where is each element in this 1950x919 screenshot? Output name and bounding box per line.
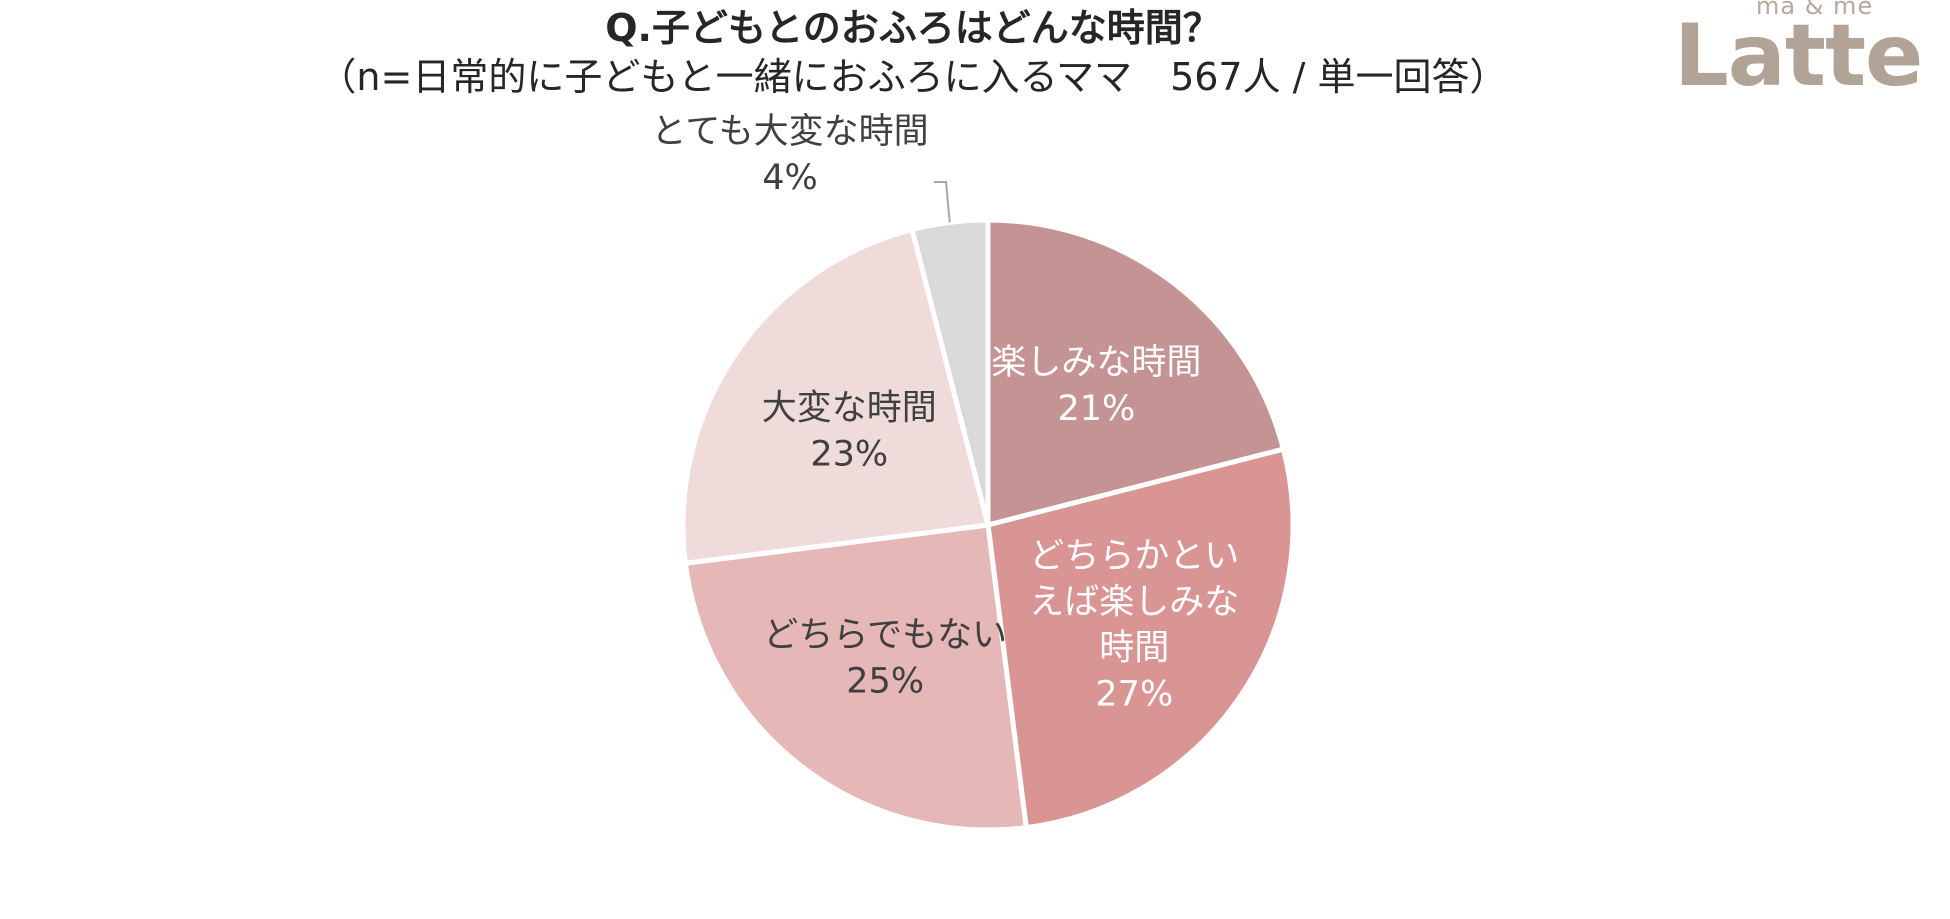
pie-slice [682, 522, 1029, 833]
slice-percent-label: 21% [1058, 389, 1136, 429]
chart-subtitle: （n=日常的に子どもと一緒におふろに入るママ 567人 / 単一回答） [318, 55, 1508, 99]
slice-name-label: 楽しみな時間 [991, 343, 1201, 383]
pie-slice [985, 217, 1286, 528]
logo-brand-text: Latte [1674, 6, 1923, 106]
slice-name-label: 大変な時間 [762, 389, 937, 429]
slice-percent-label: 4% [762, 158, 818, 198]
slice-label: 楽しみな時間 21% [991, 343, 1201, 429]
slice-percent-label: 27% [1095, 674, 1173, 714]
pie-slices [680, 217, 1296, 833]
slice-name-label: どちらでもない [763, 616, 1007, 656]
logo-small-text: mä & më [1756, 0, 1874, 20]
slice-name-label: 時間 [1099, 628, 1169, 668]
slice-percent-label: 23% [810, 435, 888, 475]
slice-label: 大変な時間 23% [762, 389, 937, 475]
pie-slice [985, 446, 1296, 831]
chart-title: Q.子どもとのおふろはどんな時間？ [605, 6, 1221, 50]
slice-percent-label: 25% [846, 662, 924, 702]
pie-labels: 楽しみな時間 21% どちらかといえば楽しみな時間 27% どちらでもない 25% 大変な時… [651, 112, 1239, 714]
slice-name-label: とても大変な時間 [651, 112, 928, 152]
slice-label: とても大変な時間 4% [651, 112, 928, 198]
pie-slice [680, 227, 991, 566]
latte-logo: mä & më Latte [1668, 0, 1928, 110]
callout-leader-line [934, 181, 951, 223]
slice-name-label: えば楽しみな [1029, 582, 1239, 622]
slice-label: どちらかといえば楽しみな時間 27% [1029, 536, 1239, 714]
slice-label: どちらでもない 25% [763, 616, 1007, 702]
pie-callouts [934, 181, 951, 223]
slice-name-label: どちらかとい [1029, 536, 1239, 576]
